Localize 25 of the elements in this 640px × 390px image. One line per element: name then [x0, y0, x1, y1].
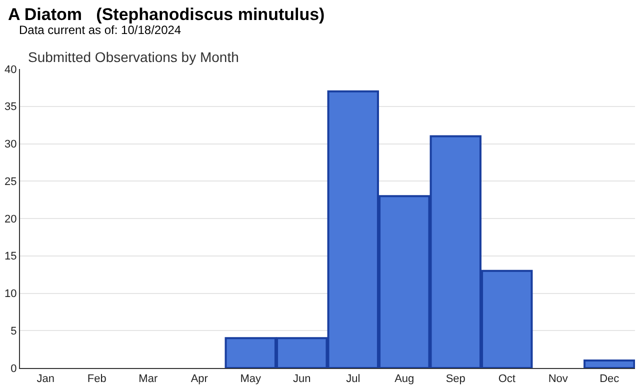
x-tick-label: Nov [548, 373, 568, 386]
y-tick-label: 5 [10, 325, 17, 338]
chart-title: A Diatom (Stephanodiscus minutulus) [8, 5, 325, 24]
y-tick-label: 10 [4, 288, 17, 300]
x-tick-label: Apr [190, 373, 208, 386]
x-tick-label: Mar [138, 373, 158, 386]
x-tick-label: Aug [394, 373, 414, 386]
x-tick-label: Sep [446, 373, 466, 386]
x-tick-label: Dec [600, 373, 620, 386]
x-tick-label: Oct [498, 373, 516, 386]
x-tick-label: Jan [36, 373, 55, 386]
bar [584, 360, 635, 368]
x-tick-label: Jun [293, 373, 311, 386]
y-tick-label: 35 [4, 101, 17, 114]
y-tick-label: 15 [4, 250, 17, 263]
y-tick-label: 30 [4, 138, 17, 151]
y-tick-label: 25 [4, 176, 17, 188]
x-tick-label: Feb [87, 373, 106, 386]
y-tick-label: 20 [4, 213, 17, 226]
y-tick-label: 40 [4, 64, 17, 76]
text: Submitted Observations by Month [28, 49, 239, 65]
x-tick-label: May [240, 373, 262, 386]
y-tick-label: 0 [10, 362, 17, 375]
x-tick-label: Jul [346, 373, 360, 386]
chart-subtitle: Data current as of: 10/18/2024 [19, 23, 182, 37]
